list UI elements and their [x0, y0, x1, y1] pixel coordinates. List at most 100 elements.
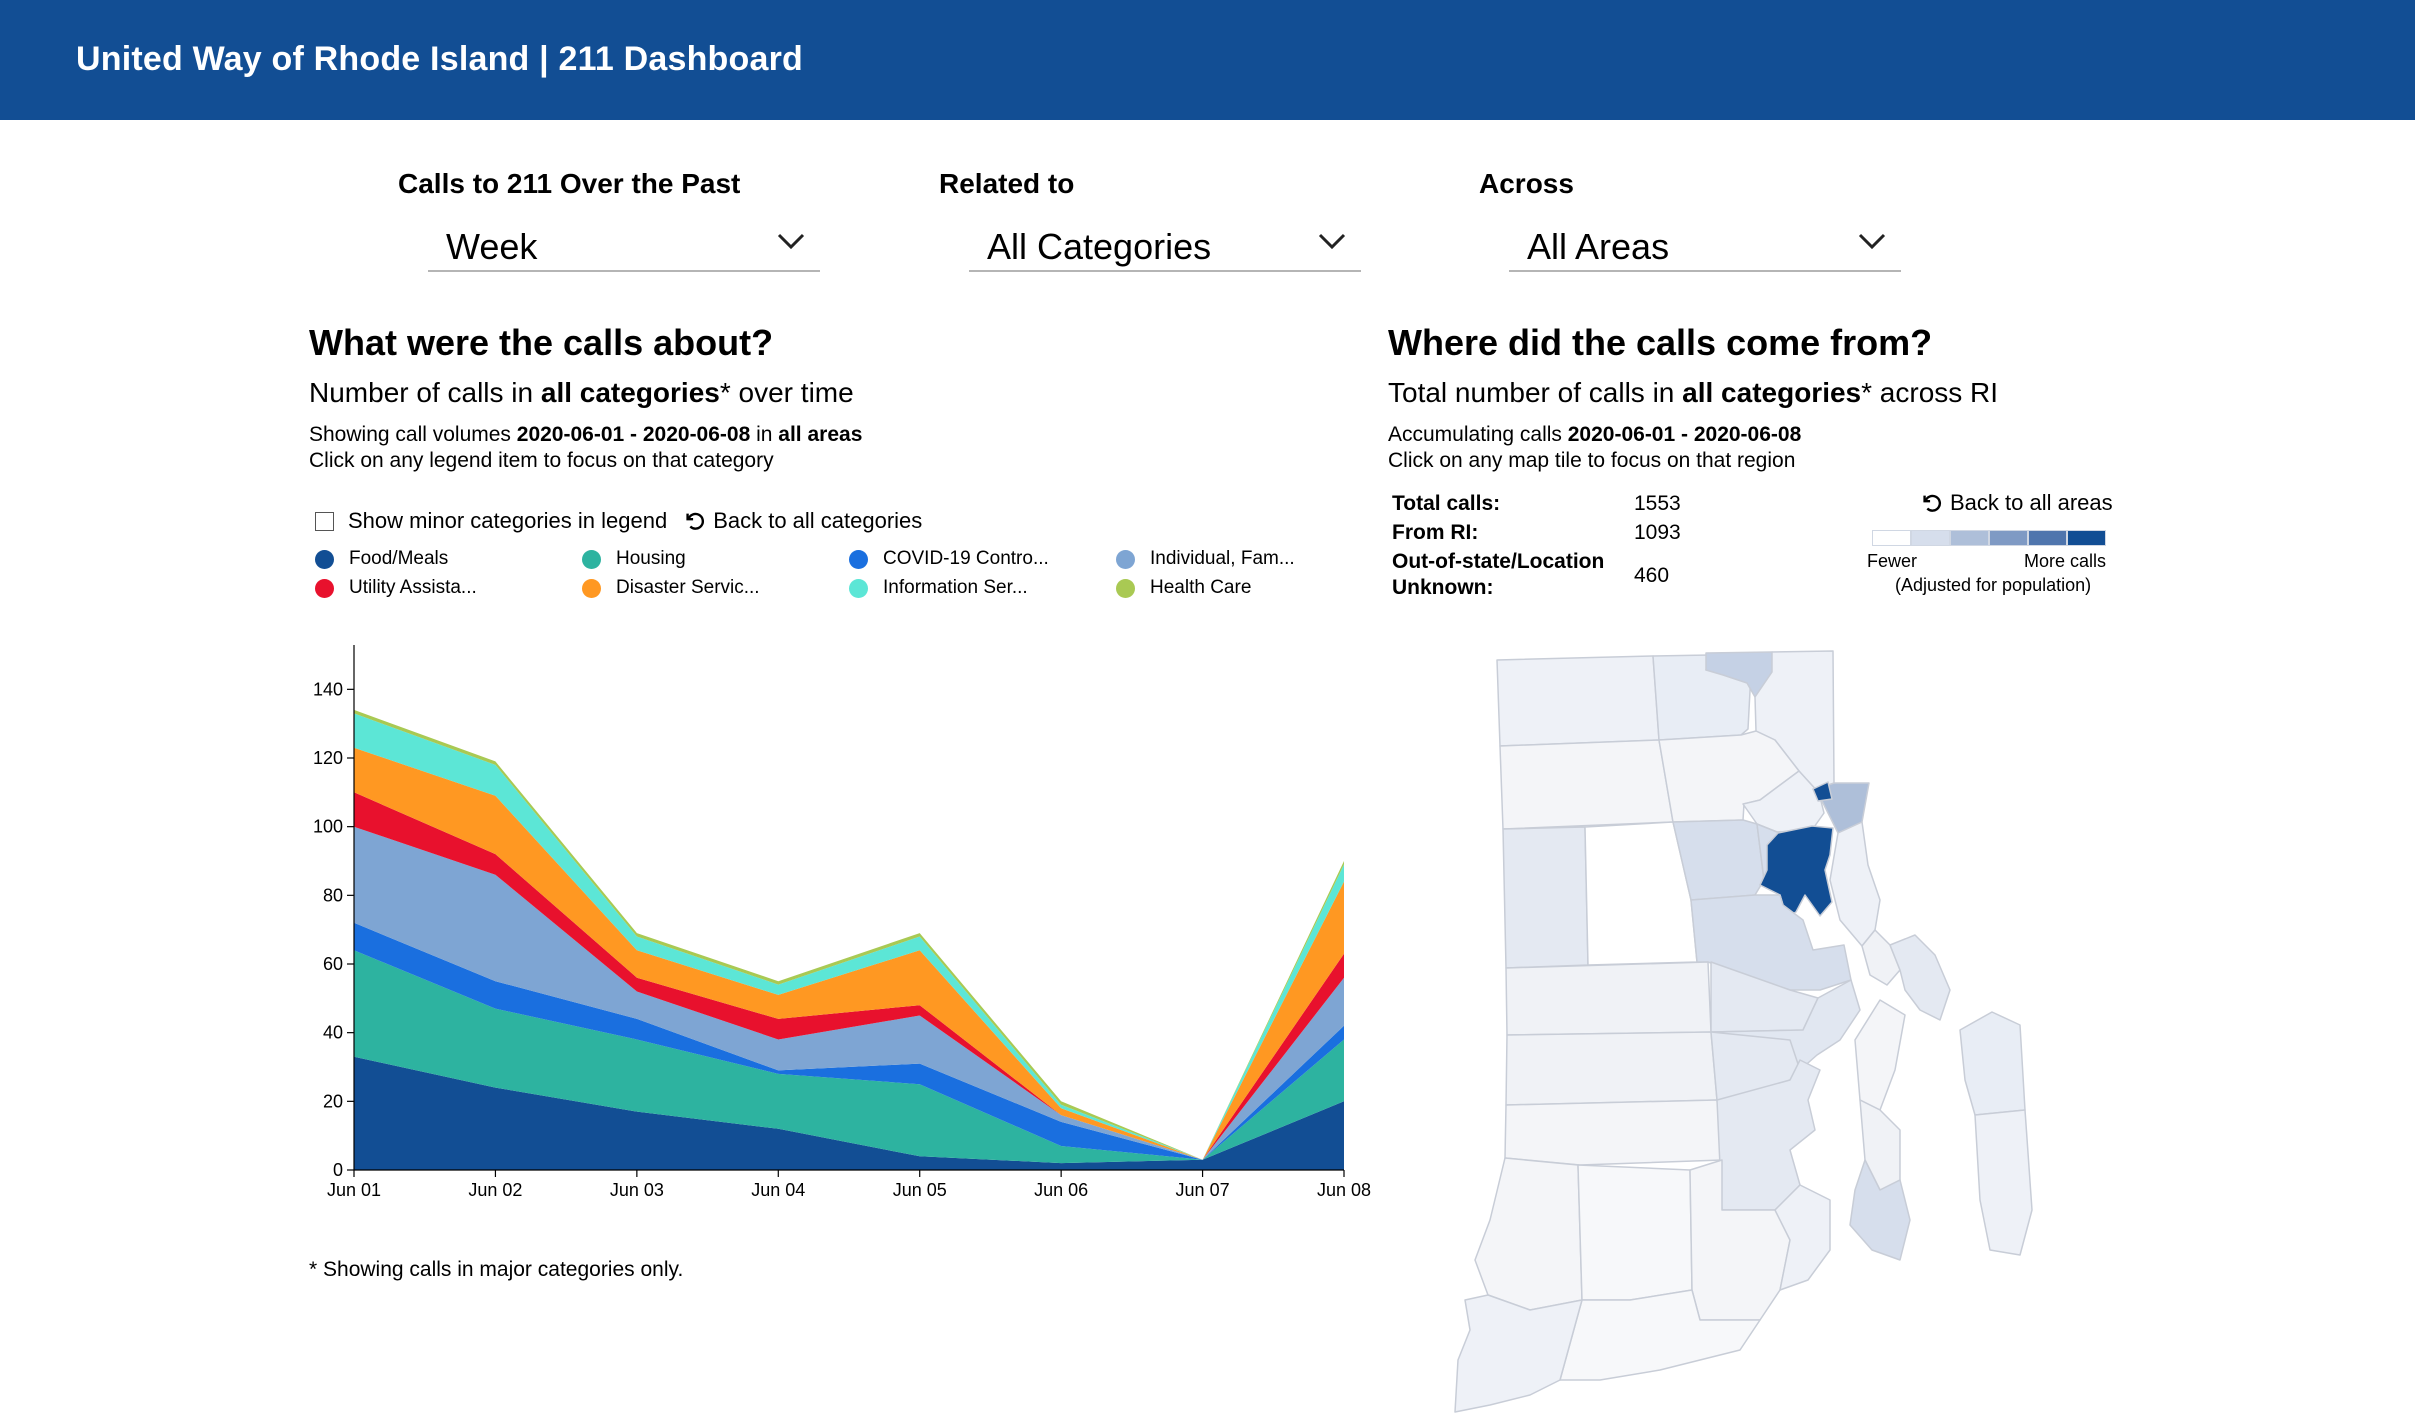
legend-swatch — [582, 578, 601, 598]
area-series-individual-fam[interactable] — [354, 826, 1344, 1160]
category-filter-label: Related to — [939, 168, 1075, 199]
legend-item-food-meals[interactable]: Food/Meals — [315, 548, 448, 570]
legend-swatch — [582, 549, 601, 569]
area-series-information-ser[interactable] — [354, 713, 1344, 1160]
subtitle-text-end: * across RI — [1861, 377, 1999, 408]
y-tick-label: 40 — [323, 1023, 343, 1043]
legend-item-utility[interactable]: Utility Assista... — [315, 577, 477, 599]
map-tile-bristol[interactable] — [1889, 934, 1951, 1021]
area-series-housing[interactable] — [354, 950, 1344, 1164]
map-tile-little-compton[interactable] — [1974, 1109, 2033, 1256]
period-filter: Calls to 211 Over the Past Week — [398, 168, 820, 272]
legend-item-health-care[interactable]: Health Care — [1116, 577, 1251, 599]
calls-from-info: Accumulating calls 2020-06-01 - 2020-06-… — [1388, 422, 1801, 474]
map-tile-east-providence[interactable] — [1829, 821, 1881, 947]
undo-icon — [1923, 494, 1942, 512]
area-series-disaster-servic[interactable] — [354, 747, 1344, 1160]
legend-swatch — [849, 578, 868, 598]
calls-from-heading: Where did the calls come from? — [1388, 322, 1933, 363]
scale-swatch — [1950, 530, 1989, 546]
y-tick-label: 80 — [323, 885, 343, 905]
subtitle-text: Total number of calls in — [1388, 377, 1683, 408]
info-line-2: Click on any legend item to focus on tha… — [309, 449, 774, 472]
unknown-label-line2: Unknown: — [1392, 576, 1494, 599]
calls-about-subtitle: Number of calls in all categories* over … — [309, 377, 854, 409]
map-tile-exeter[interactable] — [1504, 1099, 1723, 1166]
legend-swatch — [1116, 578, 1135, 598]
legend-item-covid[interactable]: COVID-19 Contro... — [849, 548, 1049, 570]
x-tick-label: Jun 03 — [610, 1180, 664, 1200]
from-ri-label: From RI: — [1392, 521, 1479, 544]
unknown-value: 460 — [1634, 564, 1670, 587]
info-area: all areas — [778, 423, 863, 446]
area-series-food-meals[interactable] — [354, 1056, 1344, 1170]
legend-item-information[interactable]: Information Ser... — [849, 577, 1028, 599]
back-to-all-areas-button[interactable]: Back to all areas — [1920, 490, 2113, 516]
chevron-down-icon — [777, 233, 805, 250]
scale-fewer-label: Fewer — [1867, 551, 1918, 571]
legend-swatch — [849, 549, 868, 569]
y-tick-label: 140 — [313, 679, 343, 699]
legend-label: Disaster Servic... — [616, 577, 760, 598]
period-select[interactable]: Week — [428, 222, 820, 272]
period-filter-label: Calls to 211 Over the Past — [398, 168, 741, 199]
legend-label: Information Ser... — [883, 577, 1028, 598]
legend-swatch — [1116, 549, 1135, 569]
legend-swatch — [315, 549, 334, 569]
map-tile-west-greenwich-2[interactable] — [1505, 1031, 1718, 1106]
legend-label: COVID-19 Contro... — [883, 548, 1049, 569]
calls-over-time-chart: 0 20 40 60 80 100 120 140 Jun 01 Jun 02 Jun 03 Jun … — [313, 645, 1371, 1200]
unknown-label-line1: Out-of-state/Location — [1392, 550, 1605, 573]
info-dates: 2020-06-01 - 2020-06-08 — [1567, 423, 1802, 446]
minor-categories-label: Show minor categories in legend — [348, 508, 668, 533]
info-text: Accumulating calls — [1388, 423, 1568, 446]
legend-item-housing[interactable]: Housing — [582, 548, 686, 570]
area-select-value: All Areas — [1527, 226, 1670, 267]
subtitle-category: all categories — [540, 377, 720, 408]
scale-swatch — [1911, 530, 1950, 546]
map-tile-narragansett[interactable] — [1774, 1184, 1831, 1291]
period-select-value: Week — [446, 226, 538, 267]
category-select[interactable]: All Categories — [969, 222, 1361, 272]
area-select[interactable]: All Areas — [1509, 222, 1901, 272]
map-tile-richmond[interactable] — [1577, 1164, 1693, 1301]
map-tile-providence[interactable] — [1759, 825, 1834, 919]
y-tick-label: 60 — [323, 954, 343, 974]
subtitle-category: all categories — [1682, 377, 1862, 408]
legend-item-disaster[interactable]: Disaster Servic... — [582, 577, 760, 599]
map-tile-charlestown[interactable] — [1559, 1289, 1761, 1381]
map-tile-west-greenwich[interactable] — [1505, 961, 1712, 1036]
back-to-all-categories-label: Back to all categories — [713, 508, 923, 533]
legend-label: Health Care — [1150, 577, 1252, 598]
info-dates: 2020-06-01 - 2020-06-08 — [516, 423, 751, 446]
chevron-down-icon — [1858, 233, 1886, 250]
x-tick-label: Jun 04 — [751, 1180, 805, 1200]
minor-categories-toggle[interactable]: Show minor categories in legend Back to … — [315, 508, 922, 534]
map-tile-hopkinton[interactable] — [1474, 1157, 1583, 1311]
map-tile-newport[interactable] — [1849, 1159, 1911, 1261]
back-to-all-categories-button[interactable]: Back to all categories — [683, 508, 922, 534]
scale-swatch — [1872, 530, 1911, 546]
legend-swatch — [315, 578, 334, 598]
map-tile-central-falls[interactable] — [1812, 781, 1833, 802]
map-tile-tiverton[interactable] — [1959, 1011, 2026, 1116]
legend-item-individual-family[interactable]: Individual, Fam... — [1116, 548, 1295, 570]
map-tile-glocester[interactable] — [1499, 739, 1674, 830]
area-filter: Across All Areas — [1479, 168, 1901, 272]
map-tile-foster[interactable] — [1502, 826, 1589, 969]
scale-swatch — [2028, 530, 2067, 546]
y-tick-label: 20 — [323, 1091, 343, 1111]
map-tile-westerly[interactable] — [1454, 1294, 1583, 1413]
subtitle-text-end: * over time — [719, 377, 854, 408]
x-tick-label: Jun 05 — [893, 1180, 947, 1200]
y-tick-label: 100 — [313, 817, 343, 837]
calls-from-subtitle: Total number of calls in all categories*… — [1388, 377, 1998, 409]
scale-note: (Adjusted for population) — [1895, 575, 2092, 595]
y-tick-label: 120 — [313, 748, 343, 768]
minor-categories-checkbox[interactable] — [315, 511, 334, 531]
map-tile-burrillville[interactable] — [1496, 655, 1660, 747]
chart-footnote: * Showing calls in major categories only… — [309, 1258, 684, 1281]
info-line-2: Click on any map tile to focus on that r… — [1388, 449, 1796, 472]
map-tile-portsmouth[interactable] — [1854, 999, 1906, 1111]
legend-label: Utility Assista... — [349, 577, 477, 598]
